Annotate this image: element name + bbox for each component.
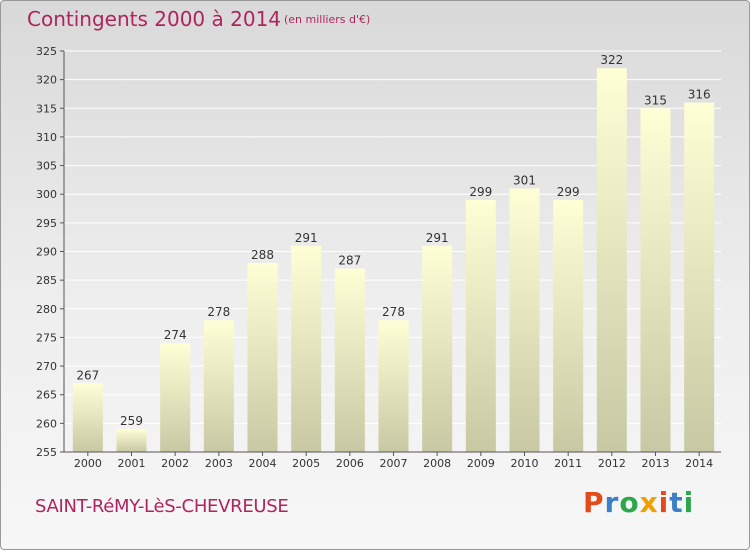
y-tick-label: 255 <box>36 446 57 459</box>
x-tick-label: 2000 <box>74 457 102 470</box>
data-label: 299 <box>557 185 580 199</box>
y-tick-label: 320 <box>36 74 57 87</box>
bar <box>160 343 191 452</box>
data-label: 316 <box>688 88 711 102</box>
x-tick-label: 2006 <box>336 457 364 470</box>
data-label: 274 <box>164 328 187 342</box>
data-label: 322 <box>600 53 623 67</box>
data-label: 259 <box>120 414 143 428</box>
place-name: SAINT-RéMY-LèS-CHEVREUSE <box>35 496 289 517</box>
data-label: 291 <box>295 231 318 245</box>
chart-title: Contingents 2000 à 2014 <box>27 7 282 31</box>
bar <box>553 199 584 452</box>
y-tick-label: 300 <box>36 188 57 201</box>
bar <box>247 262 278 452</box>
bar <box>116 429 147 452</box>
y-tick-label: 270 <box>36 360 57 373</box>
x-tick-label: 2005 <box>292 457 320 470</box>
y-tick-label: 305 <box>36 160 57 173</box>
y-tick-label: 260 <box>36 417 57 430</box>
x-tick-label: 2008 <box>423 457 451 470</box>
bar <box>422 245 453 452</box>
y-tick-label: 280 <box>36 303 57 316</box>
x-tick-label: 2001 <box>118 457 146 470</box>
x-tick-label: 2007 <box>380 457 408 470</box>
x-tick-label: 2002 <box>161 457 189 470</box>
x-tick-label: 2004 <box>249 457 277 470</box>
bar <box>203 320 234 452</box>
y-tick-label: 290 <box>36 246 57 259</box>
x-tick-label: 2003 <box>205 457 233 470</box>
bar <box>378 320 409 452</box>
y-tick-label: 285 <box>36 274 57 287</box>
bar <box>291 245 322 452</box>
bar <box>334 268 365 452</box>
y-tick-label: 325 <box>36 45 57 58</box>
data-label: 287 <box>338 254 361 268</box>
x-tick-label: 2009 <box>467 457 495 470</box>
bar <box>596 68 627 452</box>
y-tick-label: 275 <box>36 331 57 344</box>
x-tick-label: 2013 <box>642 457 670 470</box>
data-label: 315 <box>644 93 667 107</box>
y-tick-label: 310 <box>36 131 57 144</box>
x-tick-label: 2014 <box>685 457 713 470</box>
bar <box>465 199 496 452</box>
data-label: 299 <box>469 185 492 199</box>
data-label: 267 <box>76 368 99 382</box>
proxiti-logo[interactable]: Proxiti <box>583 486 695 519</box>
data-label: 278 <box>207 305 230 319</box>
y-tick-label: 315 <box>36 102 57 115</box>
y-tick-label: 295 <box>36 217 57 230</box>
bar <box>509 188 540 452</box>
bar <box>684 102 715 453</box>
x-tick-label: 2012 <box>598 457 626 470</box>
data-label: 291 <box>426 231 449 245</box>
y-tick-label: 265 <box>36 389 57 402</box>
data-label: 278 <box>382 305 405 319</box>
x-tick-label: 2011 <box>554 457 582 470</box>
x-tick-label: 2010 <box>511 457 539 470</box>
chart-subtitle: (en milliers d'€) <box>284 13 371 26</box>
bar <box>640 108 671 453</box>
bar <box>72 383 103 452</box>
data-label: 301 <box>513 173 536 187</box>
data-label: 288 <box>251 248 274 262</box>
